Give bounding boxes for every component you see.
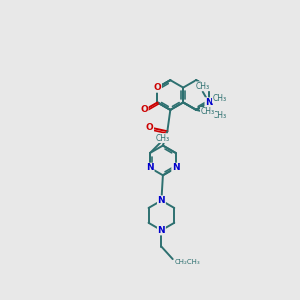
Text: CH₃: CH₃ (212, 111, 226, 120)
Text: N: N (172, 163, 180, 172)
Text: CH₃: CH₃ (212, 94, 226, 103)
Text: N: N (158, 196, 165, 205)
Text: N: N (158, 226, 165, 235)
Text: CH₂CH₃: CH₂CH₃ (175, 259, 201, 265)
Text: N: N (205, 98, 213, 107)
Text: O: O (146, 123, 153, 132)
Text: CH₃: CH₃ (200, 107, 214, 116)
Text: CH₃: CH₃ (196, 82, 210, 91)
Text: CH₃: CH₃ (155, 134, 170, 142)
Text: N: N (146, 163, 154, 172)
Text: O: O (154, 83, 161, 92)
Text: O: O (140, 105, 148, 114)
